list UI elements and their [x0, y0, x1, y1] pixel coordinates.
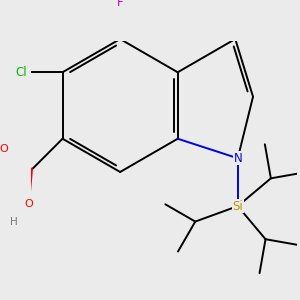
Text: O: O: [0, 145, 8, 154]
Text: F: F: [117, 0, 123, 9]
Text: N: N: [233, 152, 242, 165]
Text: H: H: [10, 217, 18, 226]
Text: O: O: [25, 199, 33, 209]
Text: Cl: Cl: [16, 66, 27, 79]
Text: Si: Si: [232, 200, 243, 213]
